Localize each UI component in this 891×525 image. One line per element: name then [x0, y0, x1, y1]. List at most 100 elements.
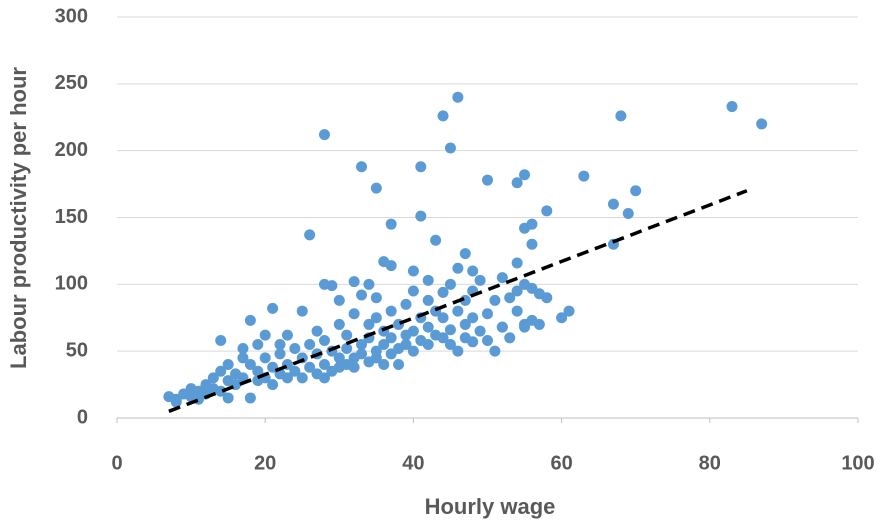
data-point	[356, 161, 368, 173]
data-point	[259, 329, 271, 341]
data-point	[415, 161, 427, 173]
data-point	[504, 332, 516, 344]
data-point	[437, 312, 449, 324]
data-point	[385, 260, 397, 272]
data-point	[215, 385, 227, 397]
data-point	[370, 352, 382, 364]
data-point	[215, 334, 227, 346]
data-point	[267, 302, 279, 314]
data-point	[474, 325, 486, 337]
y-tick-label: 200	[55, 139, 88, 161]
trend-line	[168, 189, 748, 413]
x-tick-label: 80	[699, 452, 721, 474]
x-tick-label: 60	[550, 452, 572, 474]
y-tick-label: 150	[55, 206, 88, 228]
data-point	[459, 248, 471, 260]
data-point	[348, 361, 360, 373]
data-point	[385, 218, 397, 230]
data-point	[348, 276, 360, 288]
y-tick-label: 0	[77, 406, 88, 428]
data-point	[482, 334, 493, 346]
data-point	[622, 207, 634, 219]
data-point	[511, 177, 523, 189]
data-point	[452, 345, 464, 357]
data-point	[289, 365, 301, 377]
data-point	[259, 352, 271, 364]
data-point	[318, 129, 330, 141]
data-point	[519, 321, 531, 333]
data-point	[526, 218, 538, 230]
data-point	[370, 182, 382, 194]
data-point	[222, 359, 234, 371]
data-point	[244, 314, 256, 326]
data-point	[422, 321, 434, 333]
data-point	[541, 205, 553, 217]
data-point	[407, 345, 419, 357]
data-point	[459, 318, 471, 330]
data-point	[482, 308, 493, 320]
data-point	[526, 282, 538, 294]
data-point	[511, 257, 523, 269]
data-point	[304, 361, 316, 373]
data-point	[296, 305, 308, 317]
data-point	[563, 305, 575, 317]
data-point	[489, 345, 501, 357]
data-point	[274, 348, 286, 360]
data-point	[541, 292, 553, 304]
data-point	[556, 312, 568, 324]
data-point	[252, 365, 264, 377]
data-point	[370, 292, 382, 304]
data-point	[304, 338, 316, 350]
data-point	[482, 174, 493, 186]
data-point	[274, 338, 286, 350]
data-point	[356, 289, 368, 301]
data-point	[452, 262, 464, 274]
data-point	[504, 292, 516, 304]
x-tick-label: 40	[402, 452, 424, 474]
data-point	[467, 312, 479, 324]
data-point	[311, 325, 323, 337]
data-point	[207, 372, 219, 384]
data-point	[393, 359, 405, 371]
data-point	[437, 110, 449, 122]
data-point	[400, 338, 412, 350]
data-point	[415, 210, 427, 222]
data-point	[526, 238, 538, 250]
data-point	[356, 338, 368, 350]
data-point	[726, 101, 738, 113]
data-point	[467, 336, 479, 348]
data-point	[341, 342, 353, 354]
data-point	[496, 272, 508, 284]
data-point	[244, 392, 256, 404]
data-point	[444, 142, 456, 154]
data-point	[489, 294, 501, 306]
data-point	[363, 318, 375, 330]
data-point	[474, 274, 486, 286]
data-point	[304, 229, 316, 241]
y-tick-label: 250	[55, 72, 88, 94]
data-point	[422, 338, 434, 350]
data-point	[222, 392, 234, 404]
data-point	[630, 185, 642, 197]
data-point	[407, 325, 419, 337]
data-point	[437, 286, 449, 298]
data-point	[281, 329, 293, 341]
data-point	[333, 318, 345, 330]
data-point	[511, 305, 523, 317]
data-point	[444, 278, 456, 290]
data-point	[356, 348, 368, 360]
x-tick-label: 20	[254, 452, 276, 474]
data-point	[318, 334, 330, 346]
data-point	[615, 110, 627, 122]
data-point	[281, 372, 293, 384]
data-point	[385, 305, 397, 317]
data-point	[444, 338, 456, 350]
data-point	[467, 265, 479, 277]
data-point	[318, 372, 330, 384]
data-point	[318, 359, 330, 371]
y-tick-label: 300	[55, 5, 88, 27]
data-point	[422, 294, 434, 306]
data-point	[407, 285, 419, 297]
data-point	[437, 332, 449, 344]
